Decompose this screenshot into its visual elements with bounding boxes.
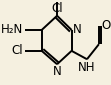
Text: N: N [73, 23, 82, 36]
Text: Cl: Cl [11, 44, 23, 57]
Text: Cl: Cl [51, 2, 63, 15]
Text: N: N [53, 65, 61, 78]
Text: NH: NH [78, 61, 95, 74]
Text: O: O [101, 19, 110, 32]
Text: H₂N: H₂N [1, 23, 23, 36]
